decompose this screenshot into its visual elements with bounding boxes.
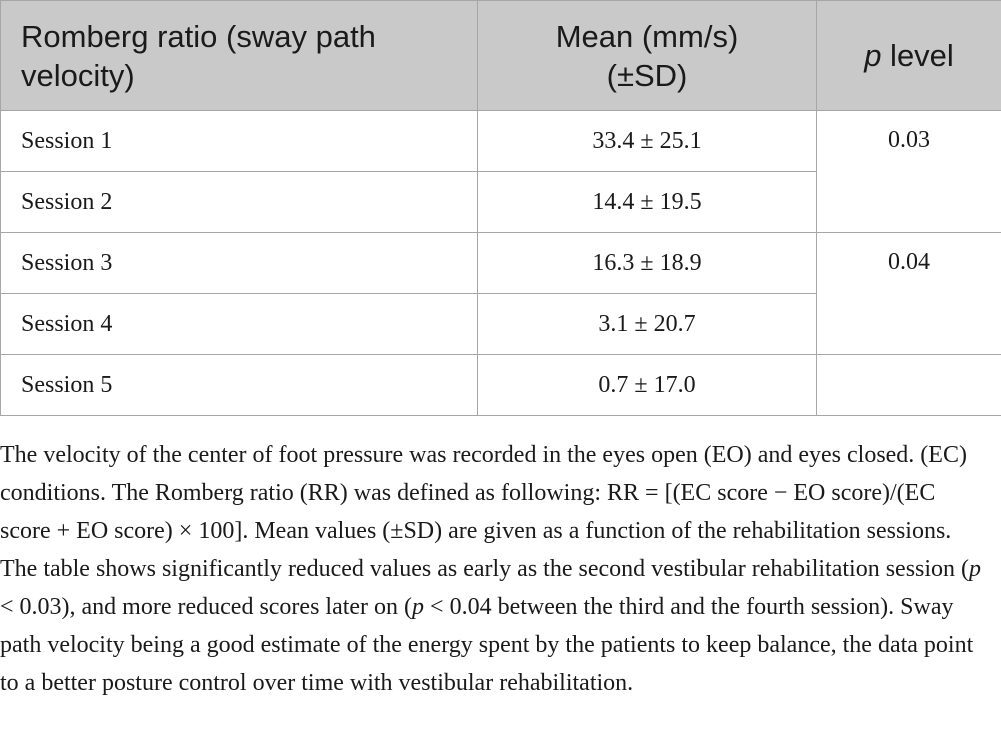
table-footnote: The velocity of the center of foot press… bbox=[0, 436, 990, 702]
footnote-p-italic-1: p bbox=[969, 556, 982, 582]
mean-cell: 33.4 ± 25.1 bbox=[477, 110, 817, 172]
footnote-text-1: The velocity of the center of foot press… bbox=[0, 442, 970, 582]
header-mean-line2: (±SD) bbox=[606, 57, 688, 93]
p-level-cell bbox=[816, 354, 1001, 416]
header-romberg-ratio: Romberg ratio (sway path velocity) bbox=[0, 0, 478, 111]
table-row: Session 2 14.4 ± 19.5 bbox=[0, 171, 1001, 233]
session-cell: Session 4 bbox=[0, 293, 478, 355]
footnote-text-3: < 0.04 between the third and the fourth … bbox=[0, 594, 974, 696]
mean-cell: 14.4 ± 19.5 bbox=[477, 171, 817, 233]
table-row: Session 5 0.7 ± 17.0 bbox=[0, 354, 1001, 416]
p-level-cell: 0.03 bbox=[816, 110, 1001, 233]
session-cell: Session 3 bbox=[0, 232, 478, 294]
session-cell: Session 2 bbox=[0, 171, 478, 233]
romberg-ratio-table: Romberg ratio (sway path velocity) Mean … bbox=[0, 0, 1001, 416]
header-mean: Mean (mm/s) (±SD) bbox=[477, 0, 817, 111]
header-mean-line1: Mean (mm/s) bbox=[555, 18, 739, 54]
footnote-text-2: < 0.03), and more reduced scores later o… bbox=[0, 594, 413, 620]
table-row: Session 3 16.3 ± 18.9 0.04 bbox=[0, 232, 1001, 355]
header-p-level-text: level bbox=[881, 38, 954, 73]
header-p-italic: p bbox=[864, 38, 882, 73]
mean-cell: 0.7 ± 17.0 bbox=[477, 354, 817, 416]
table-row: Session 1 33.4 ± 25.1 0.03 bbox=[0, 110, 1001, 233]
p-level-cell: 0.04 bbox=[816, 232, 1001, 355]
header-p-level: p level bbox=[816, 0, 1001, 111]
table-header-row: Romberg ratio (sway path velocity) Mean … bbox=[0, 0, 1001, 111]
session-cell: Session 1 bbox=[0, 110, 478, 172]
session-cell: Session 5 bbox=[0, 354, 478, 416]
results-table-container: Romberg ratio (sway path velocity) Mean … bbox=[0, 0, 1001, 416]
mean-cell: 3.1 ± 20.7 bbox=[477, 293, 817, 355]
mean-cell: 16.3 ± 18.9 bbox=[477, 232, 817, 294]
footnote-p-italic-2: p bbox=[412, 594, 425, 620]
